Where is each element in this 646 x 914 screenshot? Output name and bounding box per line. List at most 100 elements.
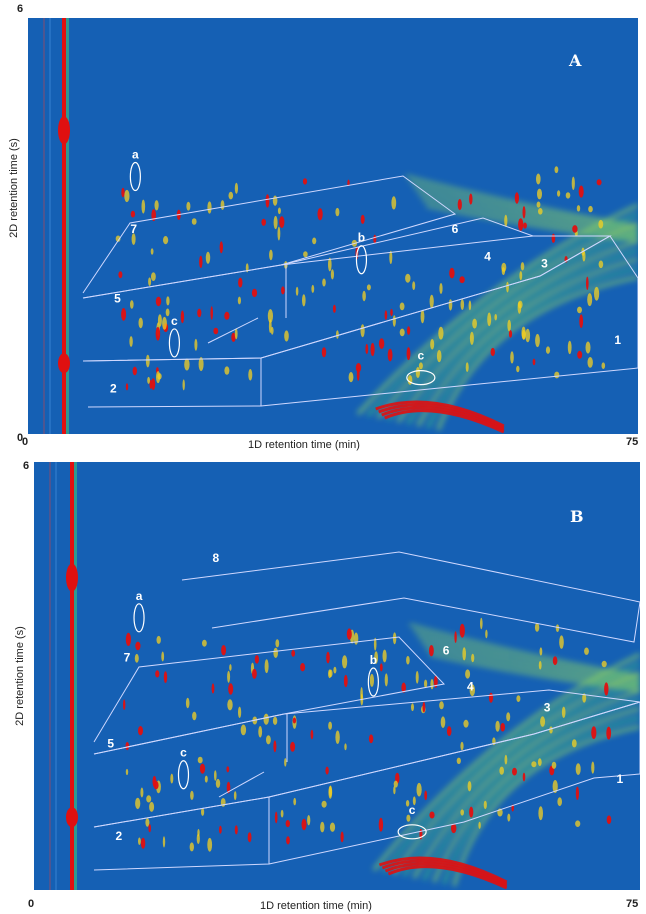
upper-band	[405, 174, 638, 228]
analyte-peak	[213, 327, 219, 335]
solvent-streak	[62, 18, 66, 434]
analyte-peak	[130, 300, 134, 309]
annotation-marker	[355, 245, 368, 275]
annotation-marker	[168, 328, 180, 358]
analyte-peak	[199, 255, 203, 268]
panel-letter: A	[569, 51, 582, 70]
analyte-peak	[219, 241, 223, 254]
analyte-peak	[131, 233, 136, 246]
analyte-peak	[460, 741, 464, 751]
analyte-peak	[389, 250, 393, 264]
analyte-peak	[512, 767, 517, 776]
upper-band	[425, 647, 640, 690]
analyte-peak	[446, 726, 452, 737]
analyte-peak	[185, 697, 190, 709]
analyte-peak	[537, 758, 542, 766]
zone-label: 1	[616, 772, 623, 786]
analyte-peak	[150, 248, 154, 255]
analyte-peak	[520, 262, 525, 271]
analyte-peak	[460, 809, 465, 816]
analyte-peak	[507, 813, 511, 822]
analyte-peak	[399, 302, 405, 311]
analyte-peak	[220, 200, 225, 210]
analyte-peak	[343, 674, 348, 688]
analyte-peak	[237, 296, 241, 305]
analyte-peak	[197, 308, 202, 318]
zone-label: 1	[614, 333, 621, 347]
analyte-peak	[207, 201, 212, 214]
analyte-peak	[272, 195, 278, 206]
hot-streak	[378, 403, 505, 430]
analyte-peak	[226, 781, 231, 794]
analyte-peak	[399, 328, 405, 337]
y-axis-label: 2D retention time (s)	[14, 626, 26, 726]
analyte-peak	[559, 635, 564, 649]
analyte-peak	[266, 735, 271, 745]
solvent-edge	[74, 462, 77, 890]
analyte-peak	[405, 273, 411, 283]
analyte-peak	[170, 773, 174, 784]
analyte-peak	[565, 192, 571, 199]
hot-streak	[381, 859, 508, 886]
analyte-peak	[146, 795, 152, 803]
bleed-band	[442, 715, 640, 885]
analyte-peak	[300, 663, 306, 672]
bleed-band	[376, 221, 638, 420]
analyte-peak	[165, 308, 170, 317]
analyte-peak	[302, 294, 306, 307]
analyte-peak	[378, 338, 385, 349]
analyte-peak	[124, 189, 130, 203]
heatmap-background	[28, 18, 638, 434]
analyte-peak	[582, 693, 587, 703]
analyte-peak	[234, 825, 238, 835]
analyte-peak	[587, 357, 593, 368]
analyte-peak	[162, 316, 167, 330]
analyte-peak	[141, 199, 146, 214]
analyte-peak	[204, 775, 208, 783]
panel-letter: B	[570, 507, 584, 526]
analyte-peak	[149, 801, 155, 812]
upper-band	[429, 653, 640, 693]
analyte-peak	[551, 761, 557, 769]
analyte-peak	[510, 351, 514, 364]
analyte-peak	[430, 339, 435, 350]
upper-band	[417, 192, 638, 237]
analyte-peak	[549, 726, 553, 734]
y-tick-max: 6	[17, 3, 24, 15]
annotation-label: c	[171, 314, 178, 328]
analyte-peak	[532, 358, 536, 366]
analyte-peak	[587, 293, 593, 307]
contour-plot-a: 1 2 3 4 5 6 7 a b c c	[28, 18, 638, 434]
analyte-peak	[407, 326, 411, 335]
analyte-peak	[451, 823, 457, 834]
analyte-peak	[554, 166, 559, 174]
analyte-peak	[468, 300, 472, 311]
zone-label: 2	[110, 381, 117, 395]
analyte-peak	[495, 720, 500, 732]
analyte-peak	[500, 722, 506, 732]
upper-band	[409, 623, 640, 678]
analyte-peak	[196, 833, 200, 845]
analyte-peak	[538, 806, 543, 821]
upper-band	[409, 180, 638, 231]
analyte-peak	[227, 699, 233, 711]
analyte-peak	[247, 832, 252, 843]
analyte-peak	[353, 632, 359, 645]
analyte-peak	[392, 315, 396, 327]
analyte-peak	[281, 286, 285, 295]
analyte-peak	[471, 653, 475, 663]
analyte-peak	[516, 365, 520, 373]
analyte-peak	[439, 701, 444, 710]
zone-label: 8	[212, 551, 219, 565]
zone-label: 3	[541, 257, 548, 271]
analyte-peak	[189, 842, 194, 852]
analyte-peak	[551, 233, 556, 243]
x-tick-min: 0	[22, 436, 29, 448]
analyte-peak	[147, 376, 150, 384]
analyte-peak	[214, 770, 217, 781]
analyte-peak	[290, 741, 296, 752]
zone-label: 2	[115, 829, 122, 843]
analyte-peak	[286, 836, 290, 845]
bleed-band	[392, 670, 640, 876]
analyte-peak	[379, 663, 383, 672]
